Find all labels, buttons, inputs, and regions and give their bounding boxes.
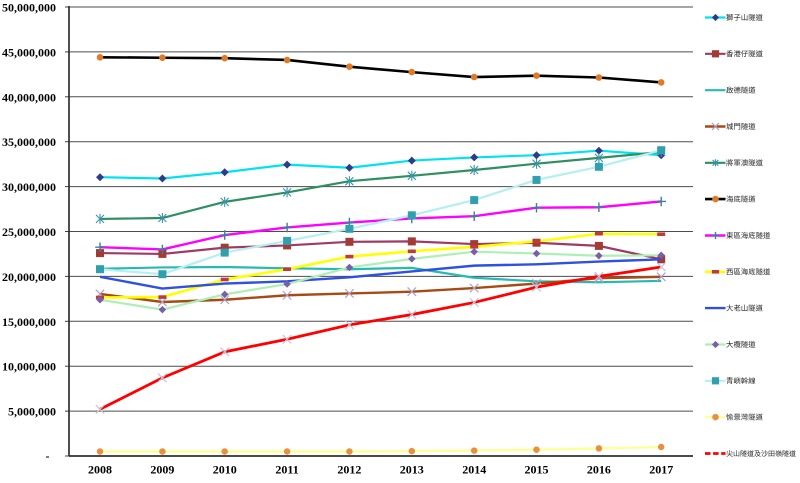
svg-text:2010: 2010 — [213, 463, 237, 477]
svg-text:2014: 2014 — [462, 463, 486, 477]
svg-text:30,000,000: 30,000,000 — [2, 180, 56, 194]
svg-text:2016: 2016 — [587, 463, 611, 477]
svg-text:15,000,000: 15,000,000 — [2, 315, 56, 329]
svg-text:2009: 2009 — [150, 463, 174, 477]
svg-text:10,000,000: 10,000,000 — [2, 360, 56, 374]
svg-text:2013: 2013 — [400, 463, 424, 477]
svg-text:35,000,000: 35,000,000 — [2, 135, 56, 149]
svg-text:-: - — [46, 449, 50, 463]
svg-text:50,000,000: 50,000,000 — [2, 1, 56, 15]
svg-text:45,000,000: 45,000,000 — [2, 45, 56, 59]
svg-text:20,000,000: 20,000,000 — [2, 270, 56, 284]
svg-text:2012: 2012 — [337, 463, 361, 477]
svg-text:40,000,000: 40,000,000 — [2, 90, 56, 104]
svg-text:2011: 2011 — [275, 463, 298, 477]
svg-text:2008: 2008 — [88, 463, 112, 477]
svg-text:2017: 2017 — [649, 463, 673, 477]
svg-text:25,000,000: 25,000,000 — [2, 225, 56, 239]
svg-text:5,000,000: 5,000,000 — [8, 405, 56, 419]
svg-text:2015: 2015 — [525, 463, 549, 477]
